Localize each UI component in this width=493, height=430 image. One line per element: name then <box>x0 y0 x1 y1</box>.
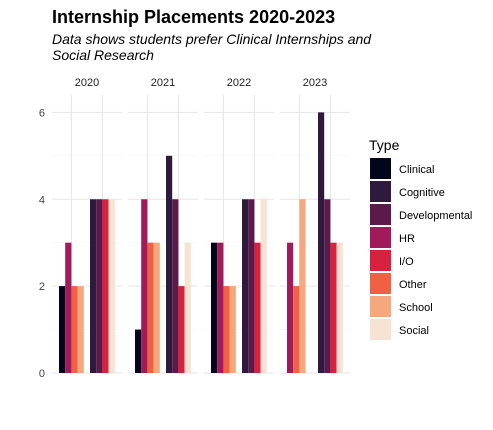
bar-2021-clinical <box>135 329 142 373</box>
bar-2021-cognitive <box>166 155 173 373</box>
legend-swatch <box>370 204 391 225</box>
bar-2023-developmental <box>324 199 331 373</box>
legend-swatch <box>370 296 391 317</box>
bar-2021-hr <box>141 199 148 373</box>
facet-strip-label: 2020 <box>75 77 99 89</box>
legend-label: HR <box>399 233 415 245</box>
y-tick-label: 0 <box>39 368 45 380</box>
legend-label: School <box>399 302 433 314</box>
bar-2020-hr <box>65 242 72 373</box>
legend-label: Social <box>399 325 429 337</box>
bar-2021-other <box>147 242 154 373</box>
bar-2023-cognitive <box>318 112 325 373</box>
y-tick-label: 2 <box>39 281 45 293</box>
bar-2023-other <box>293 286 300 373</box>
chart-title: Internship Placements 2020-2023 <box>52 7 335 27</box>
legend-label: Cognitive <box>399 187 445 199</box>
bar-2023-school <box>299 199 306 373</box>
legend-title: Type <box>369 137 400 153</box>
legend-swatch <box>370 250 391 271</box>
bar-2020-social <box>108 199 115 373</box>
bar-2022-other <box>223 286 230 373</box>
facet-panel-2022: 2022 <box>204 77 274 374</box>
legend-swatch <box>370 158 391 179</box>
y-tick-label: 4 <box>39 194 45 206</box>
legend-swatch <box>370 319 391 340</box>
bar-2020-io <box>102 199 109 373</box>
bar-2021-school <box>153 242 160 373</box>
bar-2021-social <box>184 242 191 373</box>
legend: Type Clinical Cognitive Developmental HR I/O O… <box>369 137 472 340</box>
bar-2020-school <box>77 286 84 373</box>
legend-swatch <box>370 273 391 294</box>
bar-2021-io <box>178 286 185 373</box>
legend-label: Clinical <box>399 164 434 176</box>
facet-strip-label: 2023 <box>303 77 327 89</box>
y-axis: 0 2 4 6 <box>39 107 45 380</box>
bar-2023-hr <box>287 242 294 373</box>
bar-2020-cognitive <box>90 199 97 373</box>
bar-2023-social <box>336 242 343 373</box>
bar-2021-developmental <box>172 199 179 373</box>
bar-2020-developmental <box>96 199 103 373</box>
chart-subtitle-line-1: Data shows students prefer Clinical Inte… <box>52 31 372 47</box>
facet-strip-label: 2022 <box>227 77 251 89</box>
legend-label: Other <box>399 279 427 291</box>
chart-subtitle-line-2: Social Research <box>52 47 154 63</box>
bar-2022-developmental <box>248 199 255 373</box>
legend-label: I/O <box>399 256 414 268</box>
bar-2020-other <box>71 286 78 373</box>
bar-2022-school <box>229 286 236 373</box>
bar-2022-cognitive <box>242 199 249 373</box>
bar-2022-social <box>260 199 267 373</box>
facet-panel-2021: 2021 <box>128 77 198 374</box>
facet-panels: 2020 2021 2022 2023 <box>52 77 350 374</box>
legend-swatch <box>370 181 391 202</box>
bar-2022-clinical <box>211 242 218 373</box>
bar-2022-hr <box>217 242 224 373</box>
legend-swatch <box>370 227 391 248</box>
facet-panel-2020: 2020 <box>52 77 122 374</box>
bar-2022-io <box>254 242 261 373</box>
legend-label: Developmental <box>399 210 472 222</box>
bar-2023-io <box>330 242 337 373</box>
facet-panel-2023: 2023 <box>280 77 350 374</box>
facet-strip-label: 2021 <box>151 77 175 89</box>
bar-2020-clinical <box>59 286 66 373</box>
y-tick-label: 6 <box>39 107 45 119</box>
